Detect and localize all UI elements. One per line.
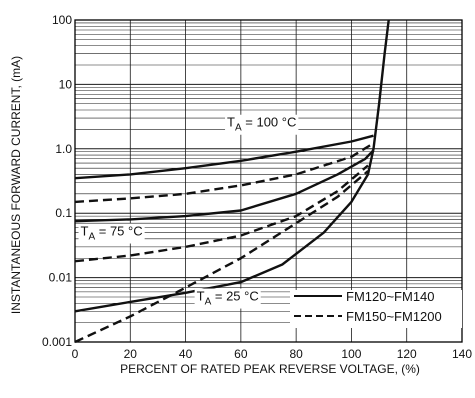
annotation-label: TA = 25 °C — [197, 289, 259, 308]
x-tick-label: 120 — [397, 347, 417, 361]
series-line-dashed — [74, 164, 369, 263]
plot-frame — [74, 19, 463, 343]
series-line-dashed — [74, 170, 369, 344]
x-tick-label: 80 — [289, 347, 303, 361]
x-tick-label: 60 — [234, 347, 248, 361]
y-tick-label: 1.0 — [55, 142, 72, 156]
annotation-label: TA = 100 °C — [227, 115, 296, 134]
legend-label: FM120~FM140 — [346, 289, 435, 304]
annotation-bg — [194, 288, 261, 309]
annotation-bg — [225, 114, 299, 135]
x-tick-label: 0 — [72, 347, 79, 361]
series-line-dashed — [74, 143, 372, 204]
y-tick-label: 0.1 — [55, 206, 72, 220]
series-line-solid — [74, 19, 390, 313]
x-tick-label: 100 — [341, 347, 361, 361]
series-line-solid — [74, 149, 375, 223]
x-axis-title: PERCENT OF RATED PEAK REVERSE VOLTAGE, (… — [120, 362, 420, 376]
y-axis-title: INSTANTANEOUS FORWARD CURRENT, (mA) — [9, 56, 23, 314]
temperature-annotation: TA = 100 °C — [225, 114, 299, 135]
y-tick-label: 0.001 — [42, 335, 72, 349]
x-tick-label: 20 — [124, 347, 138, 361]
x-tick-label: 40 — [179, 347, 193, 361]
series-line-solid — [74, 134, 374, 180]
y-tick-label: 10 — [59, 77, 73, 91]
y-tick-label: 0.01 — [49, 271, 73, 285]
annotation-bg — [78, 223, 145, 244]
temperature-annotation: TA = 75 °C — [78, 223, 145, 244]
legend: FM120~FM140 FM150~FM1200 — [290, 289, 462, 328]
y-tick-label: 100 — [52, 13, 72, 27]
x-tick-label: 140 — [452, 347, 472, 361]
legend-label: FM150~FM1200 — [346, 309, 442, 324]
temperature-annotation: TA = 25 °C — [194, 288, 261, 309]
annotation-label: TA = 75 °C — [81, 224, 143, 243]
